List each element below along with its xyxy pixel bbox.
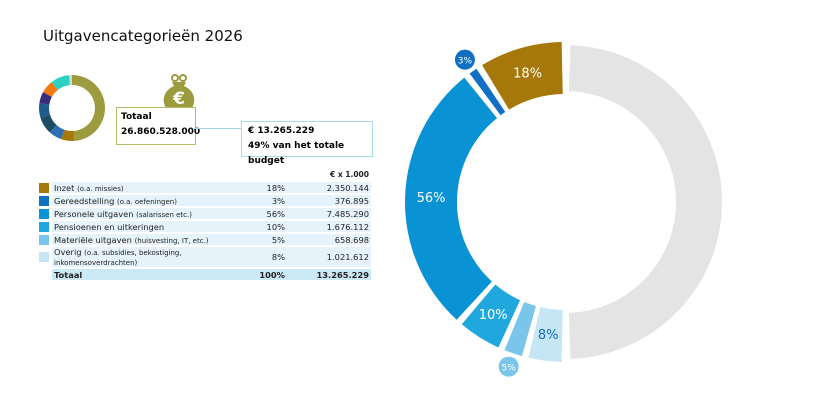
row-value: 376.895 [287,195,371,206]
segment-pensioenen-en-uitkeringen [461,284,521,348]
row-pct: 56% [243,208,287,219]
total-value: 26.860.528.000 [121,127,201,137]
segment-label: 8% [538,328,559,343]
row-label: Pensioenen en uitkeringen [54,221,165,232]
mini-segment [40,114,57,133]
connector-line [194,128,241,129]
table-row: Materiële uitgaven (huisvesting, IT, etc… [39,234,371,245]
mini-segment [49,125,65,140]
row-note: (o.a. subsidies, bekostiging, inkomensov… [54,249,182,267]
row-label: Personele uitgaven [54,208,134,219]
euro-moneybag-icon: € [163,74,195,109]
total-row-label: Totaal [52,269,243,280]
segment-materi-le-uitgaven [504,301,536,357]
mini-budget-donut [39,75,105,141]
legend-swatch [39,182,49,193]
mini-segment [69,75,72,86]
table-row: Overig (o.a. subsidies, bekostiging, ink… [39,247,371,267]
page-title: Uitgavencategorieën 2026 [43,27,243,45]
svg-text:€: € [172,89,185,109]
expense-table: € x 1.000 Inzet (o.a. missies) 18% 2.350… [39,167,371,282]
row-value: 1.021.612 [287,247,371,267]
segment-label: 3% [458,57,473,67]
row-value: 2.350.144 [287,182,371,193]
mini-segment [51,75,70,90]
total-label: Totaal [121,112,152,122]
row-note: (huisvesting, IT, etc.) [134,236,209,245]
row-pct: 3% [243,195,287,206]
mini-segment [43,82,58,97]
segment-label: 18% [513,66,542,81]
unit-header: € x 1.000 [329,170,369,179]
row-label: Inzet [54,182,75,193]
total-row-pct: 100% [243,269,287,280]
label-bubble [454,49,475,70]
row-pct: 10% [243,221,287,232]
table-total-row: Totaal 100% 13.265.229 [39,269,371,280]
expense-categories-donut: 18% 3% 56% 10% 5% 8% [405,42,723,377]
row-value: 1.676.112 [287,221,371,232]
segment-label: 5% [501,364,516,374]
total-row-value: 13.265.229 [287,269,371,280]
legend-swatch [39,221,49,232]
mini-highlight-segment [72,75,105,141]
row-label: Gereedstelling [54,195,115,206]
mini-segment [39,103,51,118]
mini-segment [39,92,52,105]
defense-share: 49% van het totale budget [248,141,345,166]
remainder-segment [568,45,723,359]
segment-overig [528,307,563,362]
legend-swatch [39,208,49,219]
row-value: 658.698 [287,234,371,245]
row-label: Materiële uitgaven [54,234,132,245]
segment-gereedstelling [469,68,506,116]
segment-personele-uitgaven [405,77,498,320]
row-value: 7.485.290 [287,208,371,219]
defense-budget-box: € 13.265.229 49% van het totale budget [241,121,373,166]
table-row: Inzet (o.a. missies) 18% 2.350.144 [39,182,371,193]
mini-segment [61,129,75,141]
segment-inzet [482,42,563,110]
legend-swatch [39,252,49,263]
defense-amount: € 13.265.229 [248,126,315,136]
table-row: Gereedstelling (o.a. oefeningen) 3% 376.… [39,195,371,206]
row-note: (o.a. missies) [77,184,124,193]
segment-label: 10% [479,308,508,323]
table-row: Pensioenen en uitkeringen 10% 1.676.112 [39,221,371,232]
row-pct: 8% [243,247,287,267]
legend-swatch [39,234,49,245]
row-note: (salarissen etc.) [136,210,192,219]
row-pct: 18% [243,182,287,193]
total-budget-box: Totaal 26.860.528.000 [116,107,201,145]
row-label: Overig [54,247,82,257]
label-bubble [498,356,519,377]
row-pct: 5% [243,234,287,245]
segment-label: 56% [417,191,446,206]
table-row: Personele uitgaven (salarissen etc.) 56%… [39,208,371,219]
row-note: (o.a. oefeningen) [117,197,177,206]
legend-swatch [39,195,49,206]
